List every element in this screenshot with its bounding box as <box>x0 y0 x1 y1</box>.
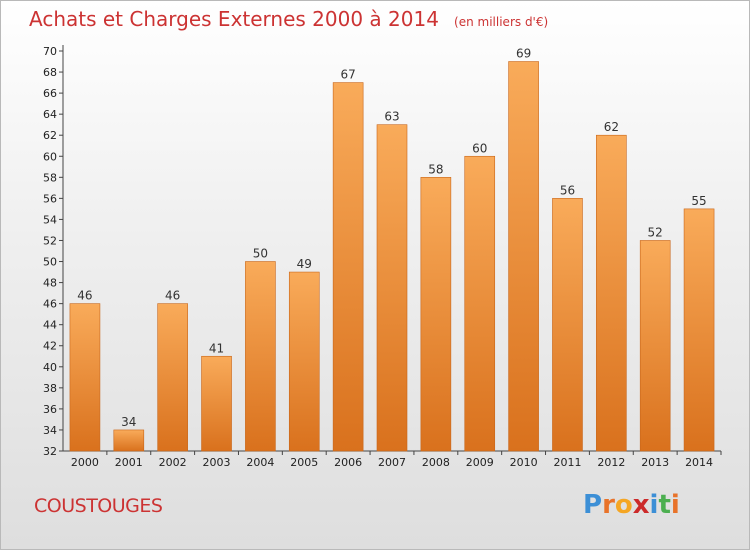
y-tick-label: 42 <box>43 340 57 353</box>
data-labels: 46 34 46 41 50 49 67 63 58 60 69 56 62 52 55 <box>77 47 706 429</box>
y-tick-label: 70 <box>43 45 57 58</box>
bar-value-label: 46 <box>77 289 92 303</box>
x-tick-label: 2002 <box>159 456 187 469</box>
x-tick-label: 2014 <box>685 456 713 469</box>
bar-value-label: 56 <box>560 183 575 197</box>
x-tick-label: 2012 <box>597 456 625 469</box>
y-tick-label: 60 <box>43 150 57 163</box>
y-tick-label: 46 <box>43 298 57 311</box>
bar <box>596 134 627 452</box>
axes: 32 34 36 38 40 42 44 46 48 50 52 54 56 58 60 62 64 66 68 70… <box>43 45 722 469</box>
bar <box>420 177 452 452</box>
y-tick-label: 50 <box>43 256 57 269</box>
x-tick-label: 2011 <box>553 456 581 469</box>
x-tick-label: 2004 <box>246 456 274 469</box>
bar-value-label: 41 <box>209 341 224 355</box>
x-tick-label: 2003 <box>203 456 231 469</box>
y-tick-label: 68 <box>43 66 57 79</box>
bar <box>552 198 583 452</box>
commune-name: COUSTOUGES <box>34 495 163 517</box>
y-tick-label: 38 <box>43 382 57 395</box>
bars <box>69 61 715 452</box>
logo-letter: t <box>658 490 671 520</box>
x-tick-label: 2007 <box>378 456 406 469</box>
bar <box>69 303 101 452</box>
bar-value-label: 69 <box>516 47 531 61</box>
bar-value-label: 67 <box>340 68 355 82</box>
x-tick-label: 2010 <box>510 456 538 469</box>
bar <box>245 261 276 452</box>
bar <box>683 208 715 452</box>
x-tick-label: 2001 <box>115 456 143 469</box>
logo-letter: i <box>670 490 680 520</box>
bar <box>201 355 232 452</box>
logo-letter: r <box>602 490 615 520</box>
y-tick-label: 62 <box>43 129 57 142</box>
x-tick-label: 2013 <box>641 456 669 469</box>
bar-value-label: 50 <box>253 247 268 261</box>
chart-unit: (en milliers d'€) <box>454 15 549 29</box>
bar <box>288 271 320 452</box>
bar-value-label: 63 <box>384 110 399 124</box>
y-tick-label: 56 <box>43 192 57 205</box>
bar-value-label: 52 <box>648 225 663 239</box>
bar-value-label: 62 <box>604 120 619 134</box>
bar <box>508 61 539 452</box>
proxiti-logo[interactable]: Proxiti <box>583 490 680 520</box>
bar <box>332 82 364 452</box>
y-tick-label: 52 <box>43 234 57 247</box>
bar-value-label: 46 <box>165 289 180 303</box>
y-tick-label: 40 <box>43 361 57 374</box>
logo-letter: i <box>649 490 659 520</box>
bar-value-label: 34 <box>121 415 136 429</box>
y-tick-label: 48 <box>43 277 57 290</box>
y-tick-label: 54 <box>43 213 57 226</box>
y-tick-label: 66 <box>43 87 57 100</box>
bar <box>157 303 188 452</box>
bar-value-label: 58 <box>428 162 443 176</box>
y-tick-label: 32 <box>43 445 57 458</box>
y-tick-label: 34 <box>43 424 57 437</box>
x-tick-label: 2005 <box>290 456 318 469</box>
title-row: Achats et Charges Externes 2000 à 2014 (… <box>29 7 548 31</box>
y-tick-label: 58 <box>43 171 57 184</box>
bar-value-label: 60 <box>472 141 487 155</box>
logo-letter: P <box>583 490 603 520</box>
logo-letter: o <box>614 490 633 520</box>
bar <box>376 124 408 452</box>
bar <box>113 429 145 452</box>
bar <box>639 240 671 452</box>
bar-value-label: 55 <box>691 194 706 208</box>
y-tick-label: 44 <box>43 319 57 332</box>
y-tick-label: 36 <box>43 403 57 416</box>
bar-value-label: 49 <box>297 257 312 271</box>
x-tick-label: 2006 <box>334 456 362 469</box>
chart-title: Achats et Charges Externes 2000 à 2014 <box>29 7 439 31</box>
x-tick-label: 2009 <box>466 456 494 469</box>
bar <box>464 155 496 452</box>
y-tick-label: 64 <box>43 108 57 121</box>
logo-letter: x <box>632 490 650 520</box>
x-tick-label: 2008 <box>422 456 450 469</box>
x-tick-label: 2000 <box>71 456 99 469</box>
